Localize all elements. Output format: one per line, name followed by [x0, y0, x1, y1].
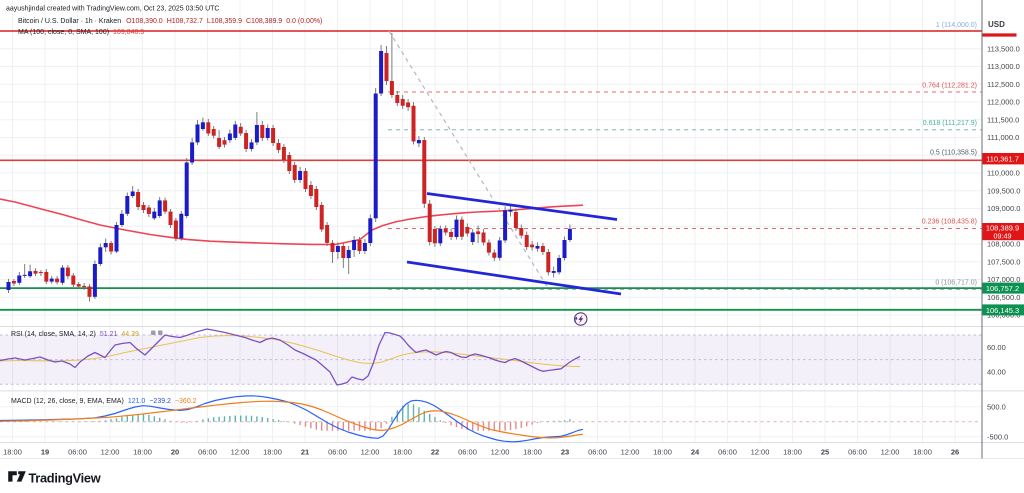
svg-text:111,000.0: 111,000.0: [987, 133, 1019, 142]
svg-text:MA (100, close, 0, SMA, 100)10: MA (100, close, 0, SMA, 100) 109,040.5: [18, 29, 144, 36]
svg-text:0.764 (112,281.2): 0.764 (112,281.2): [922, 83, 977, 90]
svg-text:06:00: 06:00: [458, 448, 477, 457]
svg-text:0 (106,717.0): 0 (106,717.0): [935, 280, 977, 287]
svg-text:12:00: 12:00: [751, 448, 770, 457]
svg-text:20: 20: [171, 448, 179, 457]
svg-text:USD: USD: [988, 20, 1005, 29]
svg-text:19: 19: [41, 448, 49, 457]
svg-text:aayushjindal created with Trad: aayushjindal created with TradingView.co…: [6, 6, 220, 13]
svg-text:18:00: 18:00: [263, 448, 282, 457]
svg-text:18:00: 18:00: [913, 448, 932, 457]
svg-text:112,500.0: 112,500.0: [987, 80, 1020, 89]
svg-text:12:00: 12:00: [621, 448, 640, 457]
svg-text:26: 26: [951, 448, 959, 457]
svg-text:Bitcoin / U.S. Dollar · 1h · K: Bitcoin / U.S. Dollar · 1h · Kraken O108,…: [18, 18, 322, 25]
svg-text:TradingView: TradingView: [29, 471, 101, 486]
svg-text:18:00: 18:00: [653, 448, 672, 457]
svg-text:500.0: 500.0: [987, 402, 1006, 411]
svg-text:18:00: 18:00: [393, 448, 412, 457]
svg-text:06:00: 06:00: [588, 448, 607, 457]
svg-text:108,000.0: 108,000.0: [987, 240, 1020, 249]
svg-text:25: 25: [821, 448, 829, 457]
svg-text:06:00: 06:00: [328, 448, 347, 457]
svg-text:RSI (14, close, SMA, 14, 2)51.: RSI (14, close, SMA, 14, 2) 51.21 44.39: [11, 331, 139, 338]
svg-text:06:00: 06:00: [198, 448, 217, 457]
svg-text:113,000.0: 113,000.0: [987, 62, 1020, 71]
svg-text:09:49: 09:49: [994, 231, 1012, 240]
svg-text:23: 23: [561, 448, 569, 457]
svg-text:107,500.0: 107,500.0: [987, 257, 1020, 266]
svg-text:109,000.0: 109,000.0: [987, 204, 1020, 213]
svg-text:MACD (12, 26, close, 9, EMA, E: MACD (12, 26, close, 9, EMA, EMA) 121.0 −2…: [11, 398, 197, 405]
svg-text:18:00: 18:00: [523, 448, 542, 457]
svg-text:18:00: 18:00: [3, 448, 22, 457]
svg-text:12:00: 12:00: [881, 448, 900, 457]
svg-text:108,389.9: 108,389.9: [986, 223, 1019, 232]
svg-text:106,145.3: 106,145.3: [986, 306, 1019, 315]
svg-text:12:00: 12:00: [491, 448, 510, 457]
svg-text:109,500.0: 109,500.0: [987, 186, 1020, 195]
svg-text:06:00: 06:00: [718, 448, 737, 457]
svg-text:12:00: 12:00: [361, 448, 380, 457]
svg-text:106,757.2: 106,757.2: [986, 284, 1019, 293]
svg-text:18:00: 18:00: [133, 448, 152, 457]
svg-text:110,000.0: 110,000.0: [987, 169, 1020, 178]
svg-text:22: 22: [431, 448, 439, 457]
svg-text:40.00: 40.00: [987, 368, 1006, 377]
svg-text:18:00: 18:00: [783, 448, 802, 457]
svg-text:110,361.7: 110,361.7: [986, 155, 1019, 164]
svg-text:21: 21: [301, 448, 309, 457]
svg-text:06:00: 06:00: [848, 448, 867, 457]
svg-text:24: 24: [691, 448, 700, 457]
svg-text:113,500.0: 113,500.0: [987, 44, 1020, 53]
svg-text:0.236 (108,435.8): 0.236 (108,435.8): [922, 219, 977, 226]
svg-text:107,000.0: 107,000.0: [987, 275, 1020, 284]
svg-text:1 (114,000.0): 1 (114,000.0): [936, 22, 977, 29]
svg-text:112,000.0: 112,000.0: [987, 98, 1020, 107]
svg-text:106,500.0: 106,500.0: [987, 293, 1020, 302]
svg-text:60.00: 60.00: [987, 343, 1006, 352]
svg-text:0.5 (110,358.5): 0.5 (110,358.5): [930, 150, 977, 157]
svg-text:06:00: 06:00: [68, 448, 87, 457]
svg-text:12:00: 12:00: [101, 448, 120, 457]
svg-text:0.618 (111,217.9): 0.618 (111,217.9): [923, 120, 977, 127]
svg-text:111,500.0: 111,500.0: [987, 115, 1019, 124]
svg-text:12:00: 12:00: [231, 448, 250, 457]
svg-text:-500.0: -500.0: [987, 432, 1008, 441]
